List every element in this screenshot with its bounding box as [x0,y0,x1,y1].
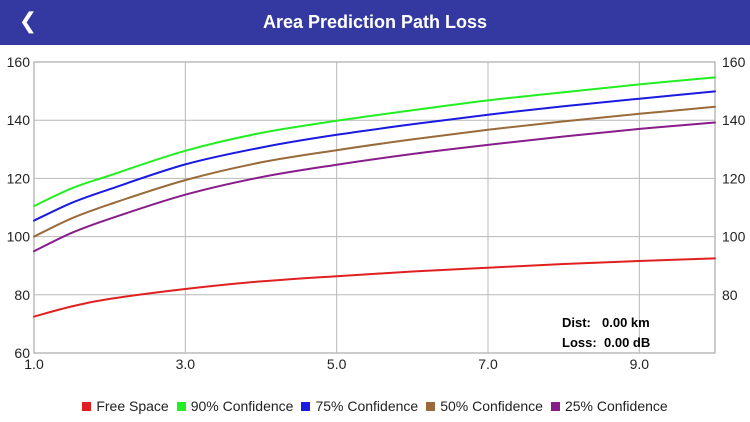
legend-swatch [82,401,92,411]
page-title: Area Prediction Path Loss [262,12,488,32]
legend-swatch [426,401,436,411]
legend-item-free-space[interactable]: Free Space [82,398,169,414]
y-tick-label-left: 60 [14,345,30,361]
loss-value: 0.00 dB [604,335,650,350]
legend-swatch [301,401,311,411]
nav-bar: ❮ Area Prediction Path Loss [0,0,750,45]
series-line-90-confidence [33,76,716,207]
back-button[interactable]: ❮ [14,7,42,37]
legend-label: 90% Confidence [190,398,294,414]
legend-swatch [176,401,186,411]
x-tick-label: 3.0 [176,356,196,372]
y-tick-label-right: 120 [722,170,746,186]
legend-item-90-confidence[interactable]: 90% Confidence [176,398,294,414]
chart-legend: Free Space 90% Confidence 75% Confidence 50… [0,396,750,416]
legend-label: Free Space [96,398,169,414]
distance-loss-readout: Dist: 0.00 km Loss: 0.00 dB [562,315,650,350]
legend-item-75-confidence[interactable]: 75% Confidence [301,398,418,414]
y-tick-label-right: 140 [722,112,746,128]
legend-label: 25% Confidence [564,398,668,414]
y-tick-label-right: 100 [722,229,746,245]
path-loss-chart[interactable]: 1.0 3.0 5.0 7.0 9.0 60 80 100 120 140 160 80 100 120 1… [0,45,750,393]
loss-label: Loss: [562,335,597,350]
legend-item-50-confidence[interactable]: 50% Confidence [426,398,543,414]
x-tick-label: 1.0 [24,356,44,372]
series-line-50-confidence [33,105,716,238]
y-tick-label-left: 140 [7,112,31,128]
y-tick-label-left: 100 [7,229,31,245]
y-tick-label-right: 80 [722,287,738,303]
legend-label: 75% Confidence [315,398,419,414]
y-tick-label-right: 160 [722,54,746,70]
legend-item-25-confidence[interactable]: 25% Confidence [550,398,668,414]
chart-series [33,76,716,318]
y-tick-label-left: 80 [14,287,30,303]
x-tick-label: 5.0 [327,356,347,372]
chevron-left-icon: ❮ [18,9,38,34]
series-line-free-space [33,257,716,318]
plot-frame [33,61,716,354]
x-tick-label: 7.0 [478,356,498,372]
series-line-25-confidence [33,121,716,253]
legend-swatch [550,401,560,411]
chart-grid [33,61,716,354]
y-tick-label-left: 160 [7,54,31,70]
series-line-75-confidence [33,90,716,222]
chart-ticks: 1.0 3.0 5.0 7.0 9.0 60 80 100 120 140 160 80 100 120 1… [7,54,746,372]
y-tick-label-left: 120 [7,170,31,186]
dist-value: 0.00 km [602,315,650,330]
dist-label: Dist: [562,315,591,330]
legend-label: 50% Confidence [440,398,543,414]
x-tick-label: 9.0 [630,356,650,372]
